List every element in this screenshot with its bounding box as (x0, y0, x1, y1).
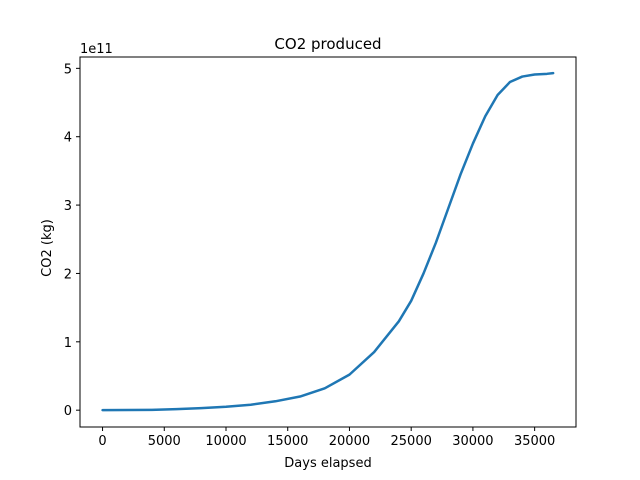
x-tick-label: 35000 (514, 434, 555, 449)
plot-frame (79, 56, 577, 428)
y-tick-label: 0 (64, 404, 72, 419)
x-axis: 0 5000 10000 15000 20000 25000 30000 35000 (98, 427, 555, 449)
y-axis-label: CO2 (kg) (40, 219, 55, 277)
y-offset-label: 1e11 (80, 42, 113, 57)
series-line-0 (101, 71, 555, 412)
x-tick-label: 25000 (391, 434, 432, 449)
x-tick-label: 20000 (329, 434, 370, 449)
x-tick-label: 30000 (452, 434, 493, 449)
y-tick-label: 4 (64, 131, 72, 146)
y-axis: 0 1 2 3 4 5 (64, 62, 80, 419)
x-axis-label: Days elapsed (284, 456, 371, 471)
x-tick-label: 5000 (148, 434, 181, 449)
y-tick-label: 5 (64, 62, 72, 77)
y-tick-label: 3 (64, 199, 72, 214)
y-tick-label: 2 (64, 267, 72, 282)
x-tick-label: 10000 (205, 434, 246, 449)
y-tick-label: 1 (64, 336, 72, 351)
x-tick-label: 0 (98, 434, 106, 449)
chart-title: CO2 produced (274, 35, 381, 53)
x-tick-label: 15000 (267, 434, 308, 449)
plot-area (79, 56, 577, 428)
